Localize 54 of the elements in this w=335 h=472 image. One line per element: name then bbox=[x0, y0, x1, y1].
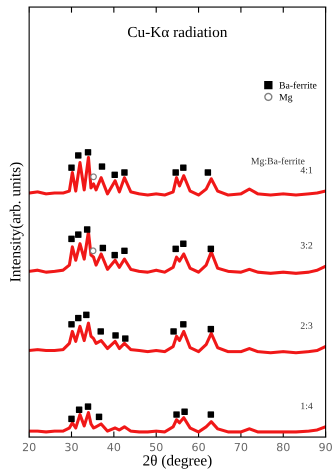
x-tick-label: 50 bbox=[150, 442, 163, 452]
point bbox=[112, 332, 119, 339]
point bbox=[181, 408, 188, 415]
x-tick-label: 70 bbox=[234, 442, 248, 452]
point bbox=[98, 163, 106, 170]
chart-title: Cu-Kα radiation bbox=[128, 26, 228, 38]
point bbox=[68, 416, 75, 422]
point bbox=[111, 252, 118, 258]
legend-label: Ba-ferrite bbox=[279, 82, 316, 89]
point bbox=[84, 226, 90, 233]
point bbox=[68, 236, 75, 242]
point bbox=[76, 406, 82, 413]
point bbox=[122, 335, 129, 342]
x-tick-label: 90 bbox=[319, 442, 332, 452]
point bbox=[172, 246, 179, 252]
point bbox=[90, 247, 96, 254]
point bbox=[208, 411, 214, 418]
x-tick-label: 80 bbox=[276, 442, 290, 452]
point bbox=[180, 321, 187, 328]
point bbox=[84, 149, 92, 156]
x-tick-label: 60 bbox=[192, 442, 205, 452]
y-axis-title: Intensity(arb. units) bbox=[10, 162, 24, 282]
point bbox=[68, 164, 75, 171]
point bbox=[121, 248, 128, 254]
point bbox=[100, 244, 106, 252]
point bbox=[208, 326, 214, 332]
point bbox=[83, 312, 90, 318]
point bbox=[98, 328, 104, 335]
point bbox=[75, 231, 82, 238]
point bbox=[180, 240, 187, 247]
point bbox=[96, 414, 102, 420]
point bbox=[170, 328, 177, 335]
x-tick-label: 20 bbox=[22, 442, 36, 452]
x-tick-label: 40 bbox=[107, 442, 120, 452]
point bbox=[172, 169, 179, 176]
point bbox=[75, 152, 82, 159]
text: 2:3 bbox=[300, 322, 312, 329]
legend-label: Mg bbox=[279, 94, 292, 102]
point bbox=[121, 169, 128, 176]
point bbox=[111, 172, 118, 178]
annotation: Mg:Ba-ferrite bbox=[251, 157, 305, 166]
point bbox=[90, 173, 97, 180]
point bbox=[68, 321, 75, 328]
point bbox=[204, 169, 212, 176]
text: 1:4 bbox=[301, 402, 313, 410]
text: 4:1 bbox=[300, 166, 312, 174]
point bbox=[180, 164, 187, 171]
x-axis-title: 2θ (degree) bbox=[143, 454, 212, 469]
point bbox=[84, 403, 92, 410]
x-tick-label: 30 bbox=[65, 442, 78, 452]
text: 3:2 bbox=[300, 242, 312, 249]
point bbox=[173, 411, 180, 418]
point bbox=[75, 314, 82, 322]
point bbox=[208, 246, 214, 252]
